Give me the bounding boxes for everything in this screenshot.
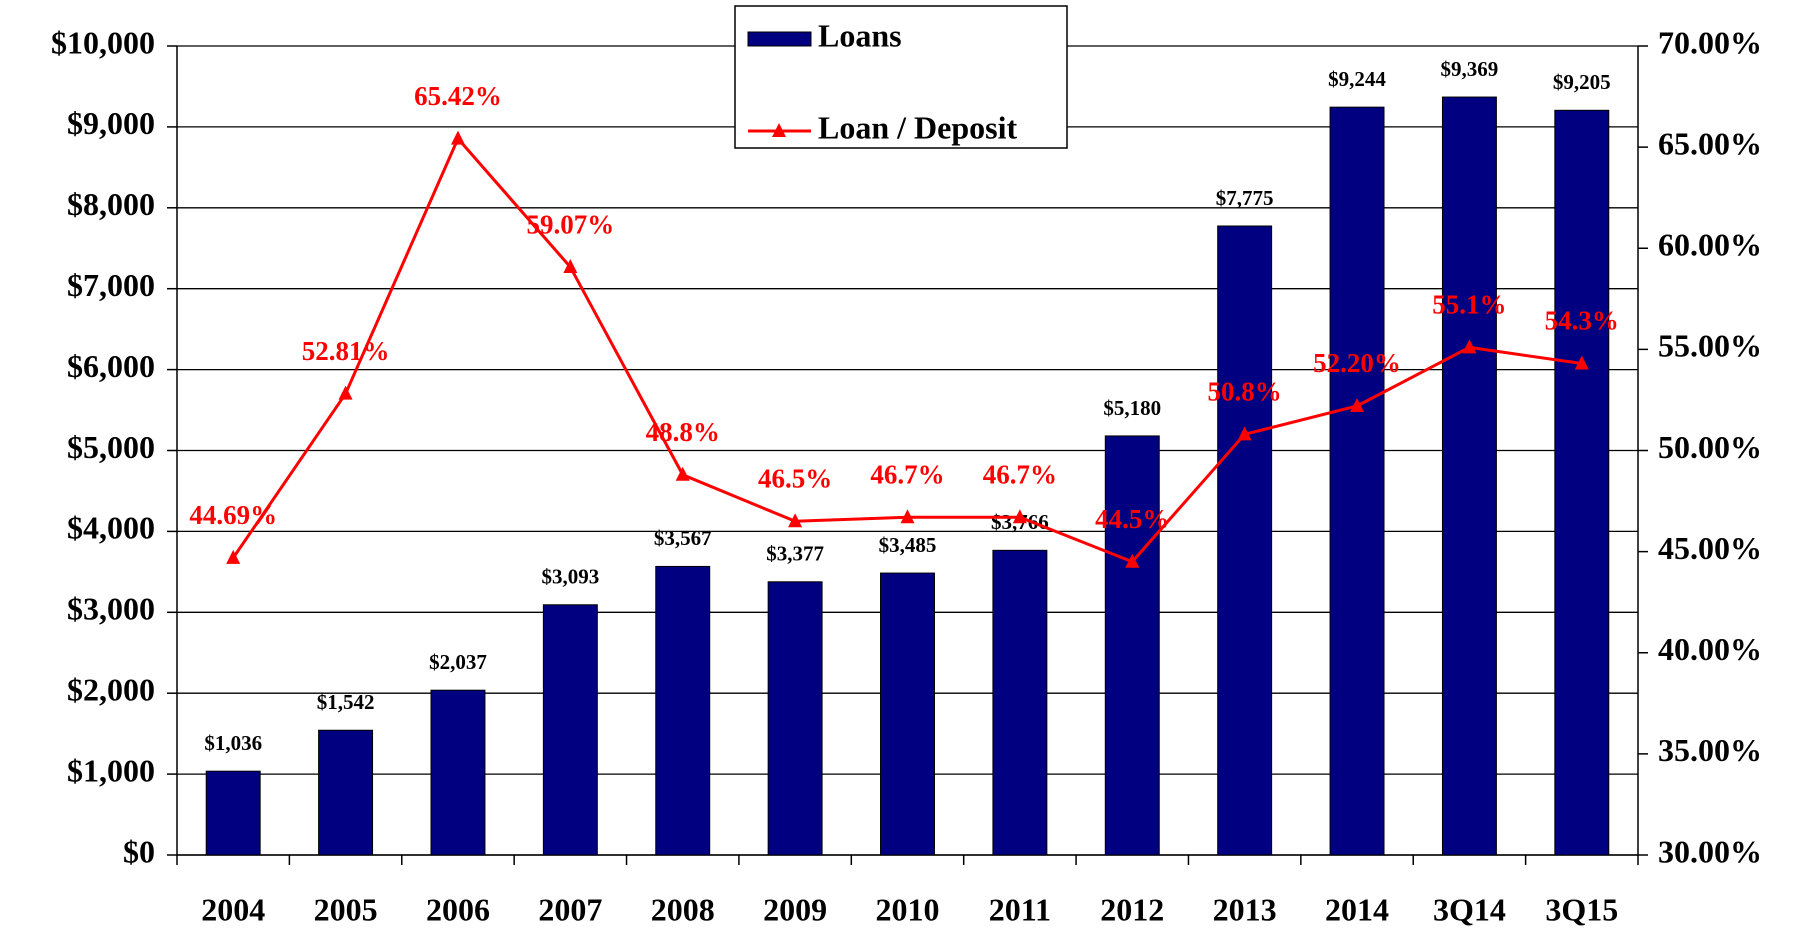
line-marker [1574, 355, 1589, 370]
y-tick-label: $9,000 [67, 105, 155, 141]
x-tick-label: 2009 [763, 891, 827, 927]
legend-label: Loans [818, 17, 902, 53]
y2-tick-label: 50.00% [1658, 429, 1762, 465]
bar-value-label: $7,775 [1216, 186, 1274, 210]
bar [992, 549, 1048, 856]
bar [1441, 96, 1497, 856]
bar [1104, 435, 1160, 856]
line-marker [1012, 509, 1027, 524]
line-value-label: 46.5% [758, 463, 832, 493]
line-value-label: 59.07% [526, 209, 614, 239]
bar-value-label: $9,244 [1328, 67, 1386, 91]
line-value-label: 65.42% [414, 81, 502, 111]
y2-tick-label: 30.00% [1658, 833, 1762, 869]
y2-tick-label: 55.00% [1658, 328, 1762, 364]
bar [880, 572, 935, 856]
x-tick-label: 2006 [426, 891, 490, 927]
x-tick-label: 2004 [201, 891, 265, 927]
line-marker [563, 259, 578, 274]
y2-tick-label: 35.00% [1658, 732, 1762, 768]
line-value-label: 44.5% [1095, 504, 1169, 534]
bar-value-label: $3,093 [541, 565, 599, 589]
x-tick-label: 2011 [989, 891, 1051, 927]
x-tick-label: 2007 [538, 891, 602, 927]
y2-tick-label: 65.00% [1658, 125, 1762, 161]
line-marker [788, 513, 803, 528]
y-tick-label: $10,000 [51, 24, 155, 60]
bar [318, 729, 374, 856]
bar [542, 604, 598, 856]
line-marker [226, 549, 241, 564]
x-tick-label: 2012 [1100, 891, 1164, 927]
bar-value-label: $3,377 [766, 542, 824, 566]
x-tick-label: 2014 [1325, 891, 1389, 927]
line-marker [675, 466, 690, 481]
line-value-label: 46.7% [983, 459, 1057, 489]
legend-label: Loan / Deposit [818, 109, 1017, 145]
y-tick-label: $2,000 [67, 672, 155, 708]
x-tick-label: 2005 [314, 891, 378, 927]
y-tick-label: $1,000 [67, 752, 155, 788]
bar-value-label: $2,037 [429, 650, 487, 674]
bar [1217, 225, 1273, 856]
line-value-label: 54.3% [1545, 306, 1619, 336]
y-tick-label: $8,000 [67, 186, 155, 222]
line-value-label: 55.1% [1432, 290, 1506, 320]
legend-marker [772, 123, 786, 137]
line-value-label: 50.8% [1208, 377, 1282, 407]
y2-tick-label: 60.00% [1658, 227, 1762, 263]
line-marker [900, 509, 915, 524]
line-marker [338, 385, 353, 400]
bar-value-label: $1,036 [204, 731, 262, 755]
y-tick-label: $6,000 [67, 348, 155, 384]
bar-value-label: $3,567 [654, 526, 712, 550]
bar-value-label: $9,369 [1441, 57, 1499, 81]
bar [205, 770, 261, 856]
line-value-label: 48.8% [646, 417, 720, 447]
x-tick-label: 2013 [1213, 891, 1277, 927]
legend-swatch [747, 31, 812, 47]
bar-value-label: $1,542 [317, 690, 375, 714]
bar [655, 565, 711, 856]
line-value-label: 44.69% [189, 500, 277, 530]
bar [430, 689, 486, 856]
y-tick-label: $4,000 [67, 510, 155, 546]
line-marker [1462, 339, 1477, 354]
legend-box [734, 5, 1068, 149]
x-tick-label: 3Q14 [1433, 891, 1506, 927]
line-marker [1350, 398, 1365, 413]
line-value-label: 52.20% [1313, 348, 1401, 378]
y2-tick-label: 40.00% [1658, 631, 1762, 667]
y-tick-label: $7,000 [67, 267, 155, 303]
line-marker [1125, 553, 1140, 568]
y-tick-label: $3,000 [67, 591, 155, 627]
bar [1554, 109, 1610, 856]
line-marker [450, 130, 465, 145]
bar [1329, 106, 1385, 856]
y-tick-label: $5,000 [67, 429, 155, 465]
x-tick-label: 2008 [651, 891, 715, 927]
y-tick-label: $0 [123, 833, 155, 869]
y2-tick-label: 70.00% [1658, 24, 1762, 60]
bar-value-label: $9,205 [1553, 70, 1611, 94]
line-value-label: 46.7% [870, 459, 944, 489]
line-value-label: 52.81% [302, 336, 390, 366]
line-marker [1237, 426, 1252, 441]
bar-value-label: $3,485 [879, 533, 937, 557]
y2-tick-label: 45.00% [1658, 530, 1762, 566]
bar-value-label: $5,180 [1103, 396, 1161, 420]
x-tick-label: 3Q15 [1545, 891, 1618, 927]
bar [767, 581, 823, 856]
x-tick-label: 2010 [876, 891, 940, 927]
